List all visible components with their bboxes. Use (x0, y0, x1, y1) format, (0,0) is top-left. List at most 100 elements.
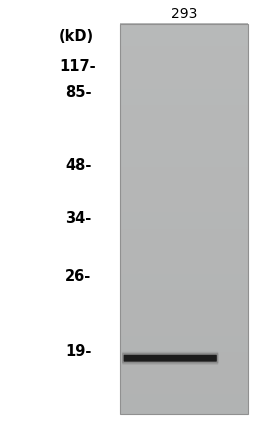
Bar (120, 72, 248, 76)
Bar (120, 95, 248, 98)
Bar (120, 384, 248, 388)
Bar (120, 183, 248, 186)
Bar (120, 342, 248, 346)
Bar (120, 62, 248, 66)
Bar (120, 166, 248, 170)
Bar (120, 150, 248, 154)
Bar (120, 225, 248, 229)
Bar (120, 394, 248, 398)
Bar (120, 248, 248, 251)
Bar (120, 179, 248, 183)
Bar (120, 121, 248, 124)
Bar (120, 130, 248, 134)
Bar (120, 98, 248, 102)
Bar (120, 212, 248, 215)
Bar (120, 264, 248, 268)
FancyBboxPatch shape (124, 355, 217, 362)
Bar (120, 208, 248, 212)
Bar (120, 323, 248, 326)
Bar (120, 397, 248, 401)
Bar (120, 163, 248, 167)
Bar (120, 251, 248, 254)
Bar (120, 329, 248, 332)
Bar (120, 85, 248, 89)
Bar (120, 88, 248, 92)
Bar (120, 144, 248, 147)
Bar (120, 24, 248, 414)
Bar (120, 137, 248, 141)
Bar (120, 66, 248, 69)
Bar (120, 280, 248, 284)
Text: 34-: 34- (65, 211, 91, 226)
Bar (120, 160, 248, 163)
Bar (120, 335, 248, 339)
Text: 48-: 48- (65, 158, 91, 172)
Bar (120, 59, 248, 63)
Bar (120, 192, 248, 196)
FancyBboxPatch shape (122, 352, 218, 365)
Bar (120, 348, 248, 352)
Bar (120, 189, 248, 193)
Bar (120, 407, 248, 411)
Bar (120, 140, 248, 144)
Bar (120, 46, 248, 50)
Bar (120, 371, 248, 375)
Bar (120, 261, 248, 264)
Bar (120, 313, 248, 317)
Bar (120, 79, 248, 82)
Bar (120, 306, 248, 310)
Bar (120, 378, 248, 381)
Text: 19-: 19- (65, 344, 91, 359)
Text: 85-: 85- (65, 85, 91, 100)
Bar (120, 410, 248, 414)
Bar (120, 27, 248, 30)
Bar (120, 231, 248, 235)
Bar (120, 23, 248, 27)
Bar (120, 43, 248, 46)
Bar (120, 300, 248, 303)
Bar (120, 362, 248, 365)
Bar (120, 176, 248, 180)
Bar (120, 358, 248, 362)
Bar (120, 345, 248, 349)
Bar (120, 254, 248, 258)
Bar (120, 368, 248, 372)
FancyBboxPatch shape (122, 353, 218, 363)
Bar (120, 134, 248, 137)
Bar (120, 169, 248, 173)
Bar (120, 105, 248, 108)
Bar (120, 91, 248, 95)
Bar (120, 127, 248, 131)
Bar (120, 355, 248, 359)
Text: 293: 293 (171, 7, 198, 21)
Bar (120, 274, 248, 278)
Bar (120, 101, 248, 105)
Text: 26-: 26- (65, 269, 91, 284)
Text: 117-: 117- (60, 59, 97, 74)
Bar (120, 391, 248, 395)
Bar (120, 33, 248, 36)
Bar (120, 222, 248, 225)
Bar (120, 296, 248, 300)
Bar (120, 401, 248, 404)
Bar (120, 196, 248, 199)
Bar (120, 82, 248, 85)
Bar (120, 228, 248, 232)
Bar (120, 404, 248, 408)
Bar (120, 157, 248, 160)
Bar (120, 375, 248, 378)
Bar (120, 290, 248, 293)
Bar (120, 326, 248, 329)
Bar (120, 173, 248, 176)
Bar (120, 118, 248, 121)
Bar (120, 114, 248, 118)
Text: (kD): (kD) (59, 29, 94, 44)
Bar (120, 238, 248, 242)
Bar (120, 215, 248, 219)
Bar (120, 245, 248, 248)
Bar (120, 205, 248, 209)
Bar (120, 309, 248, 313)
Bar (120, 153, 248, 157)
Bar (120, 199, 248, 202)
Bar (120, 277, 248, 281)
